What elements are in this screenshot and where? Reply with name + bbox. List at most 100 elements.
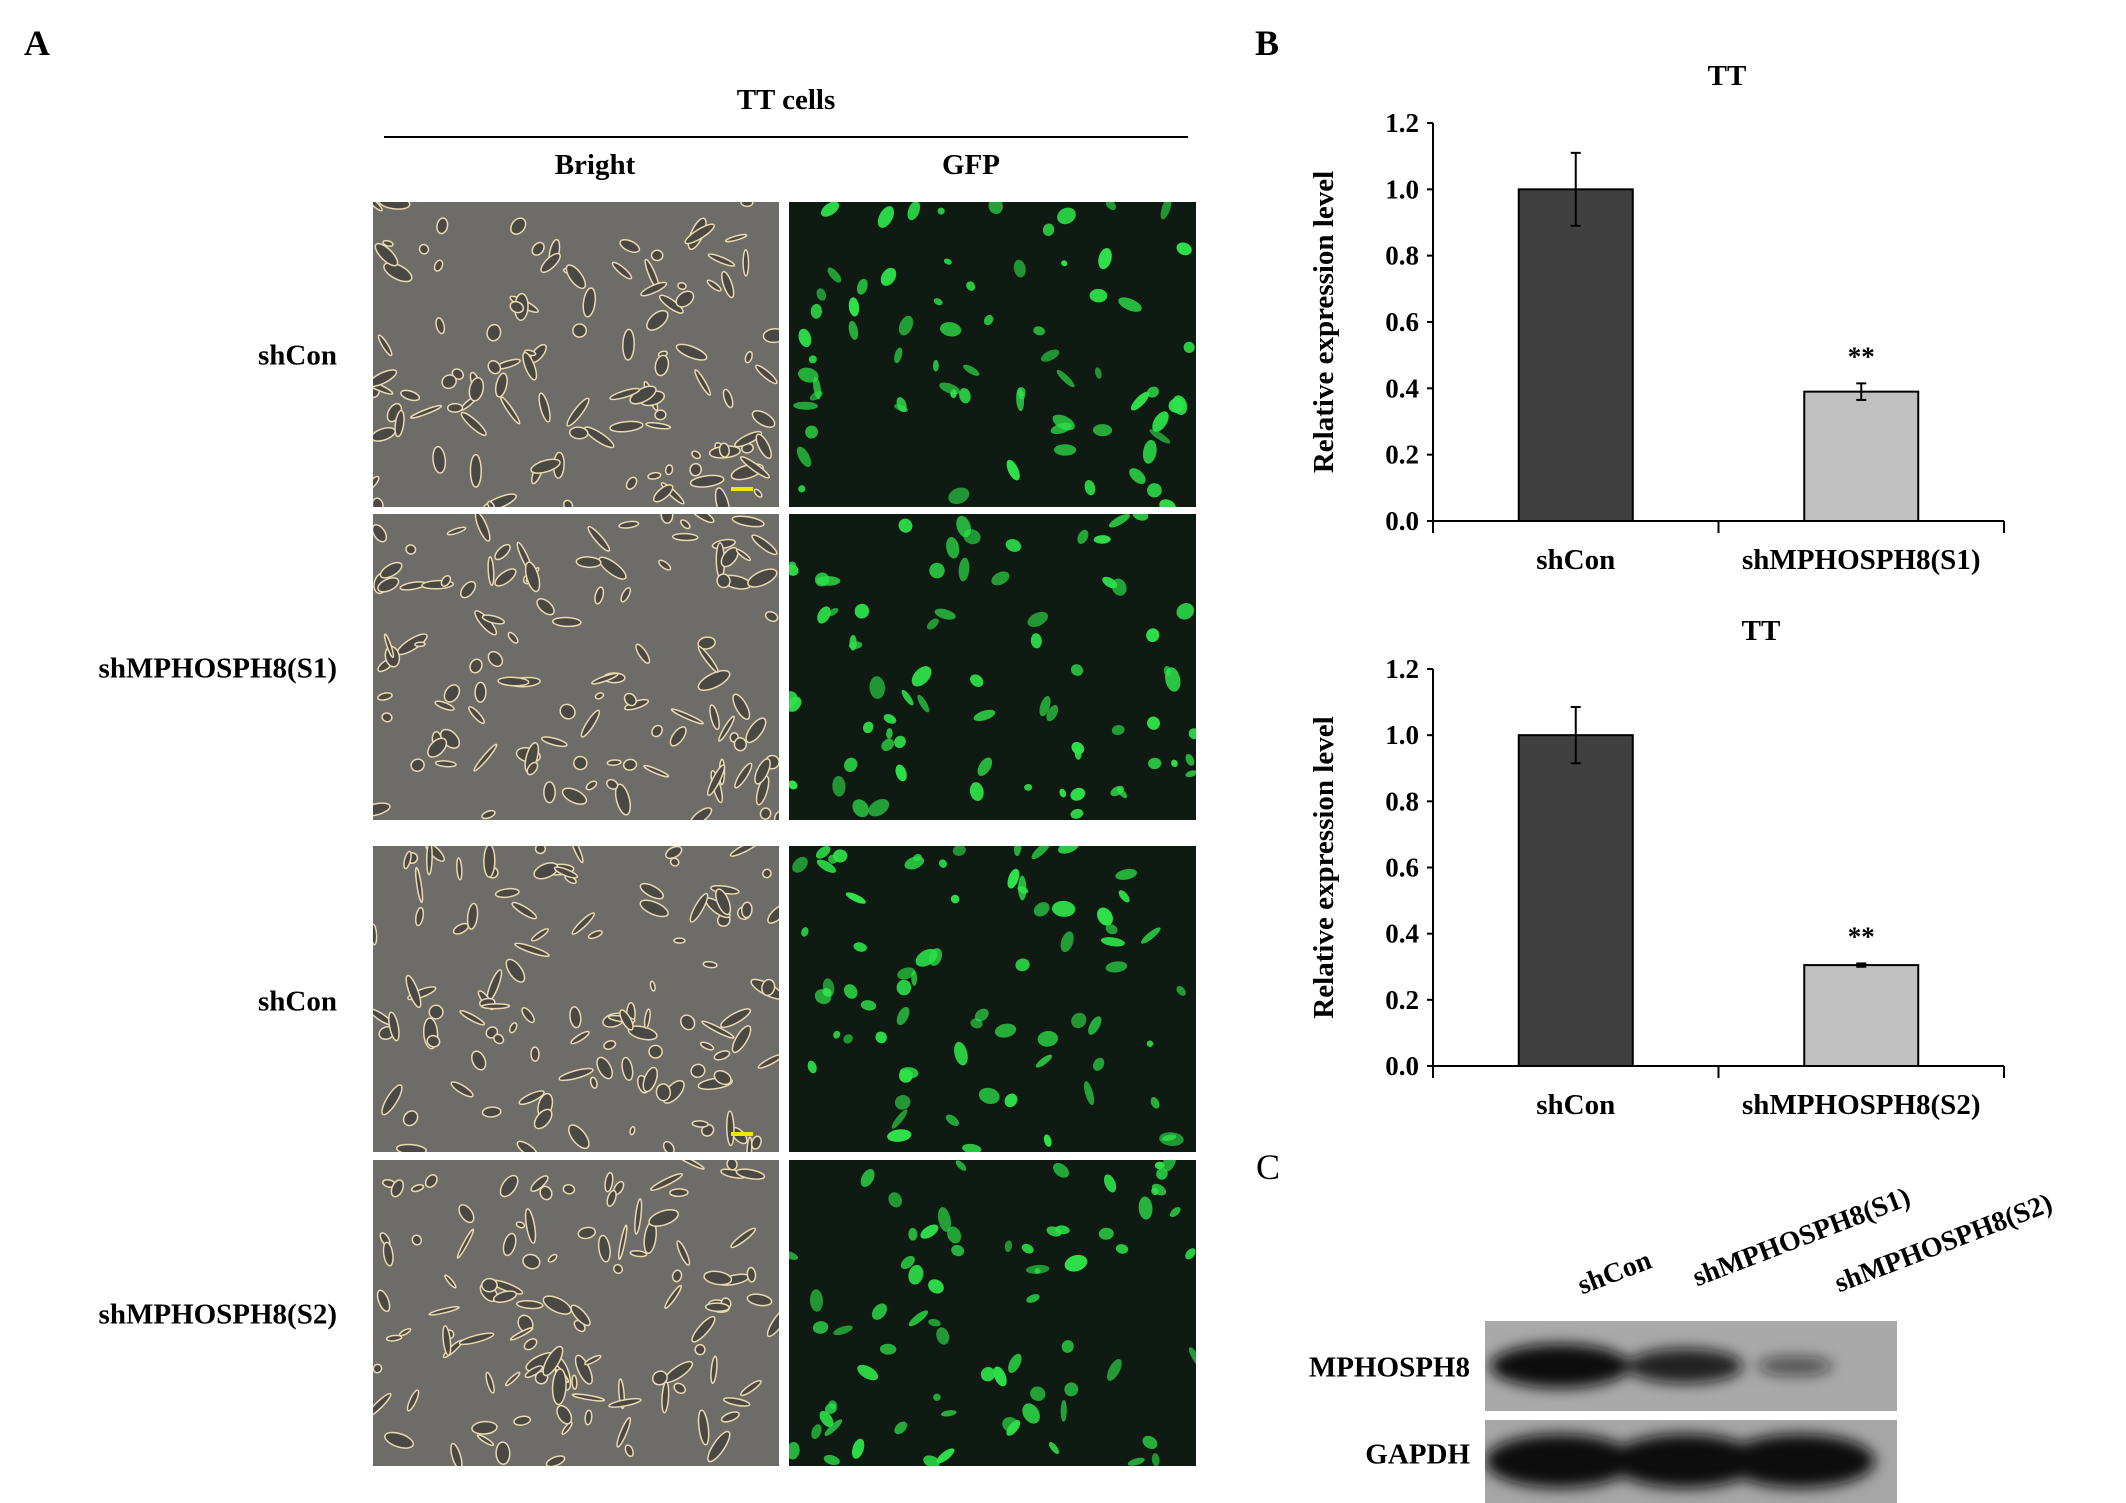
gfp-cell	[898, 518, 913, 533]
cell	[561, 787, 588, 805]
cell	[513, 1415, 532, 1426]
gfp-cell	[951, 1244, 965, 1257]
gfp-cell	[993, 1366, 1007, 1387]
cell	[773, 810, 779, 820]
cell	[551, 1368, 567, 1406]
gfp-cell	[815, 846, 831, 859]
cell	[726, 1160, 738, 1171]
bright-image-s2	[373, 1160, 779, 1466]
gfp-cell	[948, 487, 970, 505]
gfp-cell	[1026, 1294, 1040, 1303]
gfp-cell	[881, 738, 895, 751]
gfp-cell	[856, 278, 868, 295]
gfp-cell	[1162, 1160, 1177, 1172]
cell	[734, 762, 753, 789]
gfp-cell	[936, 1327, 950, 1345]
gfp-cell	[1008, 1353, 1022, 1374]
cell	[755, 364, 778, 385]
y-tick-label: 1.2	[1385, 108, 1419, 138]
gfp-cell	[1051, 900, 1076, 917]
gfp-cell	[844, 984, 858, 999]
cell	[427, 737, 448, 758]
y-tick-label: 0.2	[1385, 985, 1419, 1015]
gfp-cell	[816, 288, 827, 301]
gfp-cell	[895, 764, 907, 782]
gfp-cell	[1030, 633, 1042, 649]
cell	[403, 850, 412, 870]
cell	[647, 471, 662, 480]
cell	[720, 546, 739, 568]
cell	[450, 1081, 474, 1098]
scale-bar	[731, 487, 753, 491]
gfp-cell	[988, 202, 1003, 215]
cell	[495, 1441, 511, 1465]
gfp-cell	[1094, 367, 1102, 379]
cell	[540, 252, 561, 274]
gfp-cell	[1176, 603, 1195, 620]
gfp-cell	[933, 298, 943, 306]
bright-image-shcon-2	[373, 846, 779, 1152]
cell	[751, 534, 778, 556]
cell	[744, 350, 753, 364]
gfp-cell	[789, 1441, 800, 1460]
cell	[561, 1421, 573, 1435]
gfp-cell	[904, 856, 925, 870]
gfp-cell	[1130, 391, 1150, 411]
gfp-cell	[959, 388, 971, 404]
cell	[740, 1379, 762, 1397]
gfp-cell	[937, 1207, 952, 1232]
gfp-cell	[832, 849, 848, 863]
cell	[625, 476, 638, 490]
cell	[761, 978, 776, 997]
gfp-cell	[886, 728, 893, 739]
gfp-cell	[844, 757, 858, 773]
gfp-cell	[812, 1321, 829, 1334]
gfp-cell	[1043, 1134, 1052, 1147]
gfp-cell	[908, 1227, 918, 1241]
gfp-cell	[1084, 479, 1096, 496]
gfp-cell	[1149, 429, 1171, 444]
gfp-cell	[1030, 1386, 1046, 1401]
cell	[629, 1250, 648, 1258]
cell	[516, 1140, 539, 1152]
cell	[572, 323, 588, 338]
cell	[673, 1382, 687, 1395]
cell	[481, 1106, 502, 1118]
cell	[543, 781, 556, 804]
gfp-cell	[1033, 326, 1045, 336]
gfp-cell	[929, 562, 945, 579]
cell	[574, 1354, 593, 1385]
gfp-cell	[817, 606, 831, 624]
gfp-cell	[1056, 369, 1075, 388]
band-mphosph8	[1490, 1344, 1630, 1388]
gfp-cell	[1050, 422, 1072, 435]
gfp-cell	[896, 397, 907, 413]
cell	[680, 519, 691, 530]
cell	[622, 328, 635, 361]
cell	[483, 846, 496, 878]
gfp-cell	[946, 537, 960, 559]
cell	[689, 807, 713, 820]
gfp-cell	[848, 320, 859, 340]
cell	[508, 1022, 518, 1034]
cell	[377, 577, 400, 593]
cell	[373, 202, 383, 212]
panel-label-a: A	[24, 23, 50, 63]
cell	[402, 1110, 419, 1127]
cell	[710, 1355, 718, 1385]
gfp-cell	[1142, 1435, 1158, 1450]
cell	[746, 1136, 753, 1152]
cell	[428, 1305, 460, 1316]
gfp-cell	[805, 425, 818, 439]
cell	[654, 354, 670, 377]
gfp-cell	[814, 572, 830, 587]
cell	[669, 857, 680, 867]
cell	[382, 1241, 394, 1267]
gfp-cell	[1048, 1442, 1060, 1454]
cell	[731, 515, 765, 528]
gfp-cell	[827, 267, 842, 283]
blot-mphosph8	[1485, 1321, 1897, 1411]
x-tick-label: shCon	[1536, 544, 1615, 576]
cell	[409, 404, 443, 419]
cell	[405, 974, 422, 1009]
